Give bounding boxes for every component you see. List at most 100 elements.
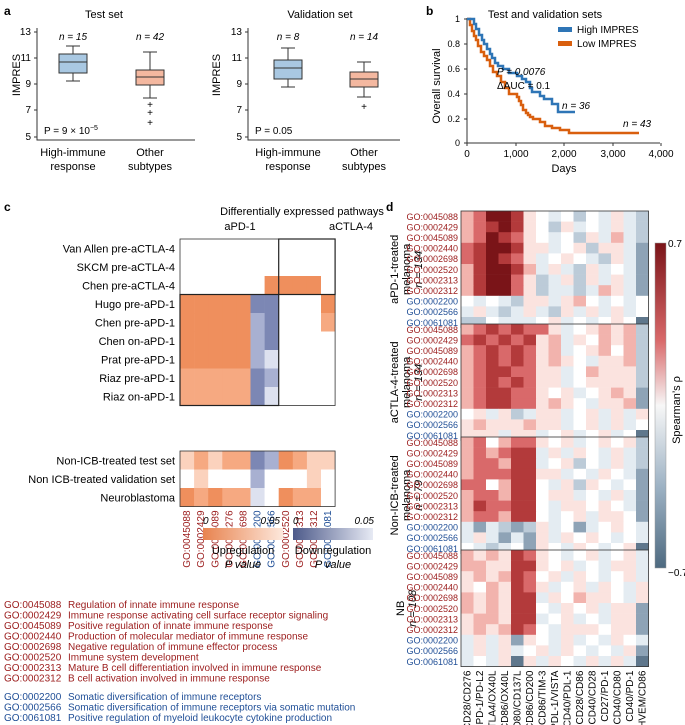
svg-text:+: + xyxy=(361,102,367,113)
panel-d-heat-cell xyxy=(461,500,474,512)
panel-d-heat-cell xyxy=(611,242,624,254)
panel-d-heat-cell xyxy=(623,317,637,328)
panel-d-heat-cell xyxy=(586,603,599,614)
panel-c-heat-cell xyxy=(208,368,223,388)
go-legend-id: GO:0061081 xyxy=(4,713,62,724)
panel-d-heat-cell xyxy=(523,603,537,614)
panel-d-heat-cell xyxy=(573,560,587,572)
panel-c-heat-cell xyxy=(264,331,279,351)
panel-d-heat-cell xyxy=(511,366,524,378)
panel-d-heat-cell xyxy=(461,366,474,378)
panel-d-heat-cell xyxy=(586,490,599,501)
panel-d-heat-cell xyxy=(623,377,637,388)
panel-d-heat-cell xyxy=(498,274,512,286)
panel-d-heat-cell xyxy=(548,334,562,346)
panel-c-heat-cell xyxy=(306,469,322,489)
panel-c-heat-cell xyxy=(222,451,237,470)
panel-d-heat-cell xyxy=(636,645,649,657)
panel-b-title: Test and validation sets xyxy=(488,9,603,21)
panel-d-heat-cell xyxy=(548,345,562,357)
panel-d-heat-cell xyxy=(548,560,562,572)
panel-d-heat-cell xyxy=(586,387,599,399)
panel-d-heat-cell xyxy=(598,550,612,561)
panel-c-heat-cell xyxy=(306,257,322,277)
panel-d-heat-cell xyxy=(498,521,512,533)
panel-d-heat-cell xyxy=(473,345,487,357)
test-ytick: 11 xyxy=(21,53,32,64)
panel-d-heat-cell xyxy=(598,521,612,533)
panel-d-heat-cell xyxy=(461,430,474,441)
panel-d-heat-cell xyxy=(498,458,512,470)
panel-d-heat-cell xyxy=(548,408,562,420)
panel-d-heat-cell xyxy=(486,317,499,328)
panel-d-heat-cell xyxy=(473,264,487,275)
panel-c-column-label: GO:0002520 xyxy=(281,510,292,568)
panel-d-row-label: GO:0002200 xyxy=(406,523,458,533)
panel-d-heat-cell xyxy=(573,334,587,346)
panel-d-heat-cell xyxy=(498,479,512,491)
panel-d-heat-cell xyxy=(523,377,537,388)
colorbar xyxy=(654,242,667,569)
panel-d-heat-cell xyxy=(548,398,562,410)
panel-d-heat-cell xyxy=(561,285,574,297)
km-ytick: 0.6 xyxy=(447,64,460,74)
panel-d-heat-cell xyxy=(511,656,524,667)
legend-low-swatch xyxy=(558,41,572,46)
panel-d-heat-cell xyxy=(486,334,499,346)
panel-d-heat-cell xyxy=(598,532,612,544)
panel-d-heat-cell xyxy=(636,419,649,431)
go-legend-id: GO:0002440 xyxy=(4,632,62,643)
panel-d-heat-cell xyxy=(536,656,549,667)
panel-d-heat-cell xyxy=(523,447,537,459)
panel-d-heat-cell xyxy=(598,211,612,222)
validation-ylabel: IMPRES xyxy=(211,54,223,96)
panel-d-heat-cell xyxy=(561,306,574,318)
panel-c-heat-cell xyxy=(321,387,336,406)
panel-d-column-label: CD86/OX40L xyxy=(500,670,511,725)
panel-d-heat-cell xyxy=(598,458,612,470)
panel-d-heat-cell xyxy=(511,592,524,604)
legend-up-max: 0.05 xyxy=(261,516,281,527)
panel-d-heat-cell xyxy=(486,550,499,561)
panel-d-heat-cell xyxy=(548,324,562,335)
panel-d-heat-cell xyxy=(623,613,637,625)
panel-d-heat-cell xyxy=(611,334,624,346)
panel-d-heat-cell xyxy=(548,550,562,561)
panel-c-heat-cell xyxy=(194,488,209,507)
panel-d-heat-cell xyxy=(561,366,574,378)
panel-c-row-label: Non-ICB-treated test set xyxy=(56,455,175,467)
km-legend: High IMPRES Low IMPRES xyxy=(558,25,639,50)
panel-c-heat-cell xyxy=(278,257,294,277)
panel-d-heat-cell xyxy=(498,592,512,604)
test-n-other: n = 42 xyxy=(136,32,165,43)
panel-d-heat-cell xyxy=(573,366,587,378)
panel-d-heat-cell xyxy=(548,253,562,265)
panel-d-heat-cell xyxy=(498,387,512,399)
panel-d-block-label: n = 79 xyxy=(413,480,425,511)
go-legend-id: GO:0045089 xyxy=(4,621,62,632)
legend-low-label: Low IMPRES xyxy=(577,39,637,50)
panel-d-heat-cell xyxy=(636,543,649,554)
panel-d-row-label: GO:0002200 xyxy=(406,636,458,646)
panel-d-row-label: GO:0002698 xyxy=(406,367,458,377)
panel-d-heat-cell xyxy=(536,645,549,657)
panel-c-heat-cell xyxy=(292,368,308,388)
panel-c-heat-cell xyxy=(250,451,265,470)
panel-d-row-label: GO:0002312 xyxy=(406,512,458,522)
panel-d-heat-cell xyxy=(548,285,562,297)
panel-d-heat-cell xyxy=(623,253,637,265)
panel-d-heat-cell xyxy=(598,468,612,480)
panel-d-row-label: GO:0002520 xyxy=(406,265,458,275)
panel-d-heat-cell xyxy=(561,324,574,335)
panel-c-heat-cell xyxy=(194,469,209,489)
panel-d-heat-cell xyxy=(461,581,474,593)
panel-d-heat-cell xyxy=(623,500,637,512)
panel-d-heat-cell xyxy=(548,377,562,388)
panel-d-heat-cell xyxy=(486,387,499,399)
panel-d-heat-cell xyxy=(461,550,474,561)
panel-c-heat-cell xyxy=(292,469,308,489)
panel-d-heat-cell xyxy=(573,511,587,523)
panel-d-row-label: GO:0045088 xyxy=(406,325,458,335)
panel-d-heat-cell xyxy=(636,408,649,420)
panel-d-heat-cell xyxy=(536,242,549,254)
